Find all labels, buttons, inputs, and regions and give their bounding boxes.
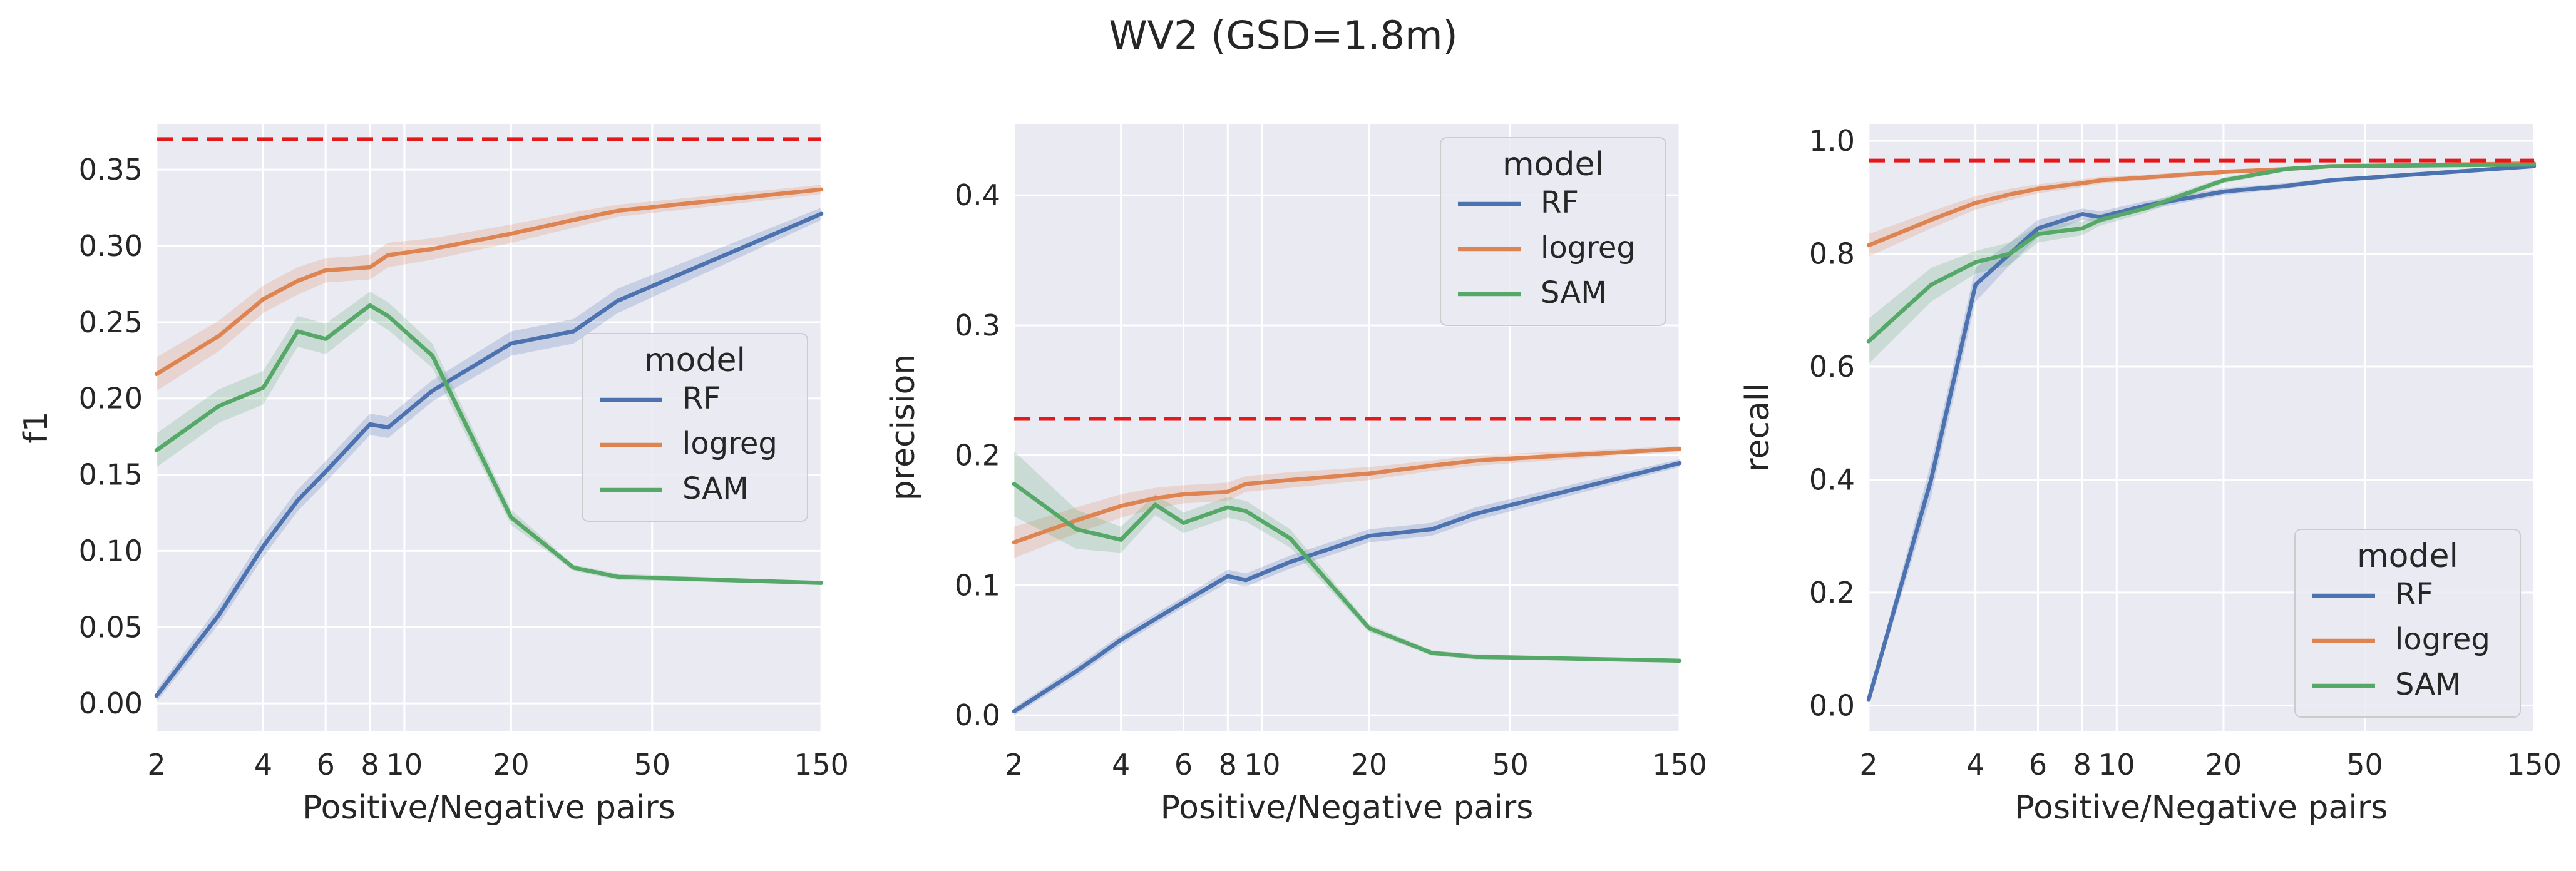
y-tick-label: 0.4 [955, 178, 1000, 212]
y-tick-label: 0.1 [955, 568, 1000, 602]
x-axis-label: Positive/Negative pairs [1161, 789, 1534, 827]
legend-label-rf: RF [2395, 577, 2433, 612]
legend-label-sam: SAM [682, 471, 749, 506]
y-tick-label: 0.25 [79, 305, 143, 339]
x-tick-label: 2 [1005, 748, 1023, 782]
series-line-rf [1866, 164, 2537, 702]
legend-label-logreg: logreg [682, 426, 777, 461]
chart-panel-1: 2 4 6 8 10 20 50 150 0.00 0.05 0.10 0.15 0.20 0.25 0.3… [18, 124, 849, 827]
legend-title: model [1502, 146, 1604, 183]
ci-band-logreg [1869, 162, 2534, 257]
x-tick-label: 6 [2029, 748, 2047, 782]
y-tick-label: 0.0 [1809, 688, 1855, 722]
legend-box [582, 333, 808, 522]
chart-panel-2: 2 4 6 8 10 20 50 150 0.0 0.1 0.2 0.3 0.4 Positive/Neg… [885, 124, 1707, 827]
series-line-sam [154, 303, 824, 585]
x-tick-label: 4 [1966, 748, 1984, 782]
series-line-rf [154, 211, 824, 698]
series-line-logreg [1012, 447, 1682, 545]
y-tick-label: 1.0 [1809, 124, 1855, 158]
series-line-sam [1866, 162, 2537, 344]
x-tick-label: 8 [1219, 748, 1237, 782]
legend-box [2294, 529, 2521, 718]
y-tick-label: 0.2 [955, 439, 1000, 472]
y-tick-label: 0.0 [955, 698, 1000, 732]
y-tick-label: 0.6 [1809, 350, 1855, 384]
y-tick-label: 0.3 [955, 308, 1000, 342]
series-line-logreg [154, 187, 824, 376]
x-tick-label: 50 [1492, 748, 1529, 782]
x-tick-label: 4 [254, 748, 272, 782]
x-tick-label: 150 [1652, 748, 1707, 782]
figure-title: WV2 (GSD=1.8m) [1109, 13, 1457, 58]
y-tick-label: 0.00 [79, 686, 143, 720]
y-tick-label: 0.8 [1809, 237, 1855, 271]
x-tick-label: 2 [1859, 748, 1877, 782]
series-line-sam [1012, 482, 1682, 663]
legend-label-logreg: logreg [1541, 230, 1636, 265]
x-tick-label: 2 [147, 748, 165, 782]
legend-title: model [644, 342, 746, 379]
x-tick-label: 150 [2507, 748, 2562, 782]
x-tick-label: 50 [2346, 748, 2383, 782]
y-tick-label: 0.05 [79, 610, 143, 644]
y-tick-label: 0.10 [79, 534, 143, 568]
x-tick-label: 8 [361, 748, 379, 782]
x-tick-label: 10 [2098, 748, 2135, 782]
x-tick-label: 150 [794, 748, 849, 782]
legend-label-rf: RF [1541, 185, 1579, 220]
x-tick-label: 10 [1244, 748, 1281, 782]
legend-label-sam: SAM [1541, 275, 1607, 310]
x-tick-label: 10 [386, 748, 423, 782]
x-tick-label: 6 [317, 748, 335, 782]
legend-box [1440, 137, 1666, 326]
y-axis-label: f1 [18, 411, 55, 443]
y-axis-label: precision [885, 354, 922, 501]
y-tick-label: 0.2 [1809, 576, 1855, 609]
legend-title: model [2357, 537, 2458, 575]
y-tick-label: 0.30 [79, 229, 143, 263]
legend-label-rf: RF [682, 381, 721, 416]
chart-panel-3: 2 4 6 8 10 20 50 150 0.0 0.2 0.4 0.6 0.8 1.0 Positive/… [1739, 124, 2562, 827]
y-tick-label: 0.20 [79, 382, 143, 415]
y-tick-label: 0.15 [79, 458, 143, 492]
series-line-rf [1012, 461, 1682, 714]
x-tick-label: 20 [493, 748, 530, 782]
x-tick-label: 20 [1351, 748, 1388, 782]
x-tick-label: 50 [634, 748, 670, 782]
x-tick-label: 20 [2205, 748, 2242, 782]
legend-label-sam: SAM [2395, 667, 2461, 702]
x-tick-label: 4 [1112, 748, 1130, 782]
legend-label-logreg: logreg [2395, 622, 2490, 657]
ci-band-logreg [157, 185, 821, 391]
y-tick-label: 0.35 [79, 153, 143, 186]
chart-panels: 2 4 6 8 10 20 50 1500.000.050.100.150.200.250.3… [18, 124, 2562, 827]
y-tick-label: 0.4 [1809, 462, 1855, 496]
y-axis-label: recall [1739, 383, 1777, 472]
x-tick-label: 6 [1174, 748, 1193, 782]
x-axis-label: Positive/Negative pairs [2015, 789, 2388, 827]
x-tick-label: 8 [2073, 748, 2091, 782]
x-axis-label: Positive/Negative pairs [302, 789, 675, 827]
